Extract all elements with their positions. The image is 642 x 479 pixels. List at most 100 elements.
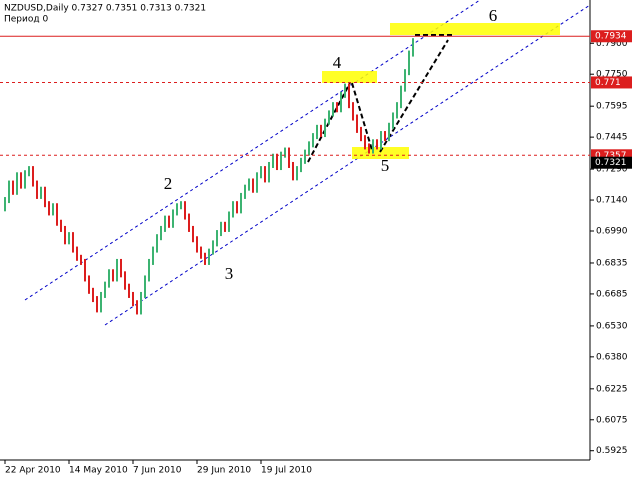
level-box xyxy=(591,156,632,169)
bar xyxy=(264,166,266,183)
level-label: 0.771 xyxy=(595,78,621,88)
bar xyxy=(208,248,210,265)
bar xyxy=(72,232,74,253)
bar xyxy=(248,178,250,191)
bar xyxy=(60,219,62,232)
bar xyxy=(200,246,202,259)
bar xyxy=(296,166,298,181)
y-tick-label: 0.6075 xyxy=(596,415,628,425)
bar xyxy=(164,215,166,232)
y-tick-label: 0.6835 xyxy=(596,258,628,268)
x-tick-label: 22 Apr 2010 xyxy=(5,466,61,476)
level-label: 0.7357 xyxy=(595,151,627,161)
bar xyxy=(332,102,334,117)
bar xyxy=(8,180,10,204)
annotation: 2 xyxy=(164,174,173,193)
bar xyxy=(48,201,50,216)
bar xyxy=(76,246,78,261)
bar xyxy=(344,83,346,98)
bar xyxy=(144,275,146,298)
bar xyxy=(124,271,126,290)
bar xyxy=(28,166,30,177)
bar xyxy=(104,281,106,298)
bar xyxy=(32,166,34,187)
bar xyxy=(268,161,270,183)
bar xyxy=(392,112,394,129)
bar xyxy=(304,149,306,164)
bar xyxy=(88,275,90,294)
bar xyxy=(140,291,142,315)
bar xyxy=(324,118,326,138)
y-tick-label: 0.6225 xyxy=(596,384,628,394)
bar xyxy=(100,291,102,313)
y-tick-label: 0.6380 xyxy=(596,352,628,362)
bar xyxy=(12,180,14,195)
bar xyxy=(400,85,402,109)
bar xyxy=(280,151,282,171)
bar xyxy=(328,110,330,125)
annotation: 3 xyxy=(225,264,234,283)
bar xyxy=(376,139,378,150)
bar xyxy=(240,192,242,214)
bar xyxy=(168,215,170,228)
bar xyxy=(128,283,130,298)
bar xyxy=(188,213,190,232)
bar xyxy=(44,186,46,208)
bar xyxy=(288,147,290,168)
bar xyxy=(132,291,134,307)
bar xyxy=(336,102,338,113)
bar xyxy=(84,258,86,282)
bar xyxy=(204,252,206,265)
bar xyxy=(276,153,278,171)
y-tick-label: 0.6530 xyxy=(596,321,628,331)
y-tick-label: 0.7290 xyxy=(596,165,628,175)
bar xyxy=(156,234,158,253)
bar xyxy=(272,153,274,168)
annotation: 4 xyxy=(333,53,342,72)
bar xyxy=(176,203,178,216)
bar xyxy=(352,102,354,121)
bar xyxy=(184,201,186,220)
y-tick-label: 0.7750 xyxy=(596,70,628,80)
bar xyxy=(116,258,118,282)
bar xyxy=(360,126,362,142)
bar xyxy=(356,114,358,133)
bar xyxy=(180,201,182,210)
bar xyxy=(260,166,262,179)
chart-title: NZDUSD,Daily 0.7327 0.7351 0.7313 0.7321 xyxy=(4,4,206,14)
bar xyxy=(148,258,150,282)
bar xyxy=(216,230,218,247)
bar xyxy=(172,209,174,228)
level-label: 0.7934 xyxy=(595,32,627,42)
bar xyxy=(236,201,238,214)
bar xyxy=(244,184,246,199)
x-tick-label: 19 Jul 2010 xyxy=(261,466,312,476)
bar xyxy=(220,221,222,237)
x-tick-label: 14 May 2010 xyxy=(69,466,128,476)
annotation: 5 xyxy=(381,156,390,175)
bar xyxy=(284,147,286,158)
bar xyxy=(228,211,230,232)
bar xyxy=(368,143,370,154)
highlights xyxy=(322,23,560,159)
bar xyxy=(372,139,374,154)
y-tick-label: 0.7595 xyxy=(596,102,628,112)
bar xyxy=(192,225,194,243)
bar xyxy=(40,186,42,199)
level-box xyxy=(591,76,632,89)
y-tick-label: 0.6990 xyxy=(596,227,628,237)
bar xyxy=(396,102,398,119)
bar xyxy=(56,203,58,226)
y-tick-label: 0.5925 xyxy=(596,446,628,456)
bar xyxy=(4,197,6,212)
bar xyxy=(36,180,38,199)
bar xyxy=(408,50,410,76)
bar xyxy=(300,157,302,173)
bar xyxy=(340,91,342,113)
bar xyxy=(320,124,322,138)
bar xyxy=(404,69,406,92)
bar xyxy=(120,258,122,278)
bar xyxy=(136,300,138,315)
bar xyxy=(412,38,414,57)
